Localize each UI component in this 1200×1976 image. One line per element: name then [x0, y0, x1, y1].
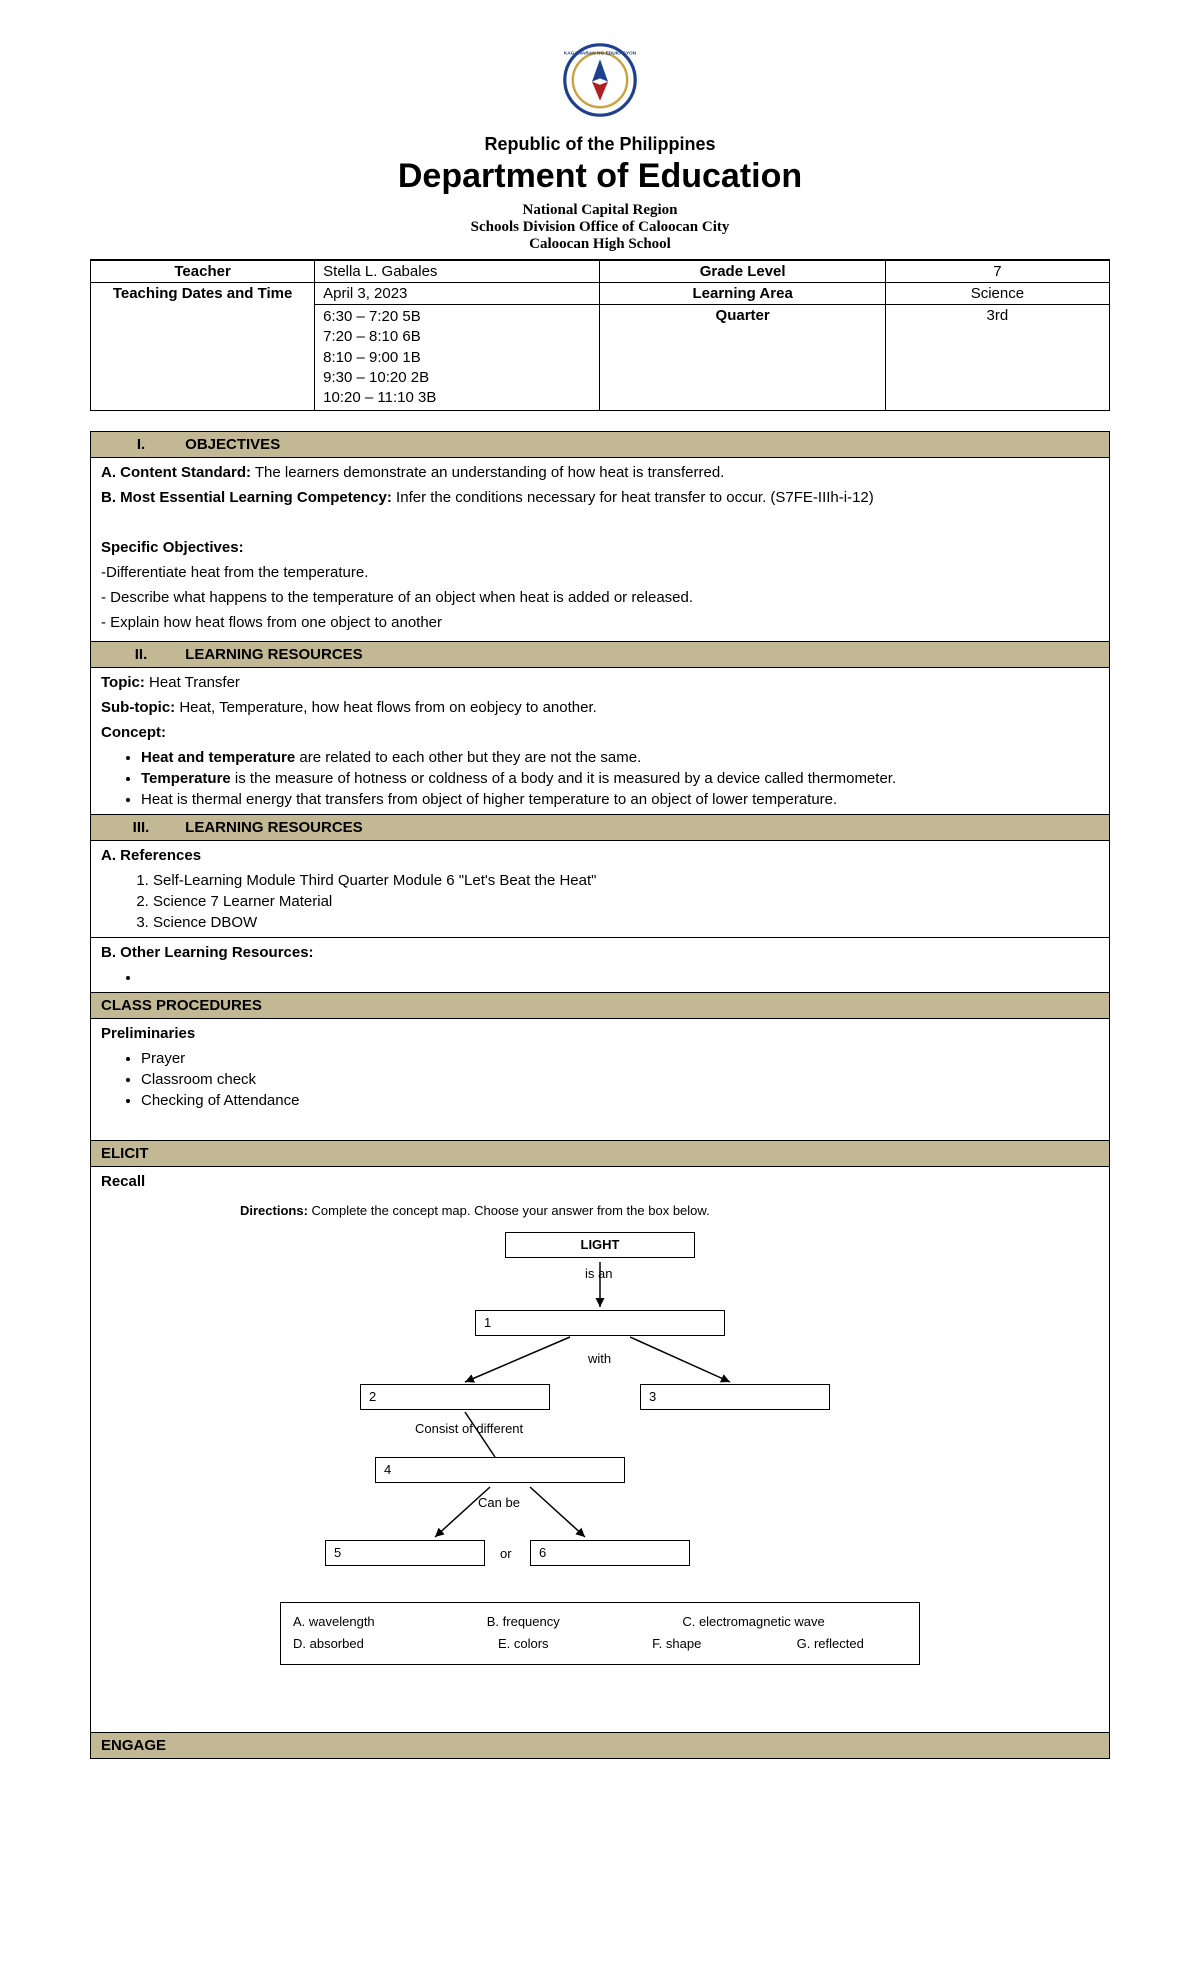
- grade-label: Grade Level: [600, 260, 885, 283]
- ref-2: Science 7 Learner Material: [153, 891, 1099, 912]
- prelim-1: Prayer: [141, 1048, 1099, 1069]
- preliminaries-label: Preliminaries: [101, 1025, 195, 1042]
- learning-res-header-3: III. LEARNING RESOURCES: [91, 815, 1110, 841]
- concept-1: Heat and temperature are related to each…: [141, 747, 1099, 768]
- spec-obj-1: -Differentiate heat from the temperature…: [101, 562, 1099, 583]
- ans-e: E. colors: [447, 1633, 601, 1655]
- concept-label: Concept:: [101, 724, 166, 741]
- subtopic-label: Sub-topic:: [101, 699, 175, 716]
- preliminaries-body: Preliminaries Prayer Classroom check Che…: [91, 1019, 1110, 1141]
- learning-res-title-2: LEARNING RESOURCES: [185, 646, 363, 663]
- objectives-title: OBJECTIVES: [185, 436, 280, 453]
- ans-g: G. reflected: [754, 1633, 908, 1655]
- roman-3: III.: [101, 819, 181, 836]
- document-header: Republic of the Philippines Department o…: [90, 134, 1110, 253]
- objectives-header: I. OBJECTIVES: [91, 432, 1110, 458]
- ans-c: C. electromagnetic wave: [600, 1611, 907, 1633]
- ans-d: D. absorbed: [293, 1633, 447, 1655]
- other-resources-body: B. Other Learning Resources:: [91, 938, 1110, 993]
- area-label: Learning Area: [600, 283, 885, 305]
- references-body: A. References Self-Learning Module Third…: [91, 841, 1110, 938]
- lesson-plan-table: I. OBJECTIVES A. Content Standard: The l…: [90, 431, 1110, 1759]
- cm-box-4: 4: [375, 1457, 625, 1483]
- ans-b: B. frequency: [447, 1611, 601, 1633]
- cm-box-1: 1: [475, 1310, 725, 1336]
- ref-1: Self-Learning Module Third Quarter Modul…: [153, 870, 1099, 891]
- specific-obj-label: Specific Objectives:: [101, 539, 244, 556]
- elicit-body: Recall Directions: Complete the concept …: [91, 1167, 1110, 1733]
- header-department: Department of Education: [90, 157, 1110, 196]
- quarter-label: Quarter: [600, 305, 885, 411]
- concept-1a: Heat and temperature: [141, 749, 295, 766]
- spec-obj-2: - Describe what happens to the temperatu…: [101, 587, 1099, 608]
- elicit-header: ELICIT: [91, 1141, 1110, 1167]
- grade-value: 7: [885, 260, 1109, 283]
- cm-box-6: 6: [530, 1540, 690, 1566]
- ans-f: F. shape: [600, 1633, 754, 1655]
- info-table: Teacher Stella L. Gabales Grade Level 7 …: [90, 259, 1110, 411]
- header-republic: Republic of the Philippines: [90, 134, 1110, 155]
- area-value: Science: [885, 283, 1109, 305]
- engage-title: ENGAGE: [101, 1737, 166, 1754]
- topic-text: Heat Transfer: [145, 674, 240, 691]
- roman-2: II.: [101, 646, 181, 663]
- cm-answer-box: A. wavelength B. frequency C. electromag…: [280, 1602, 920, 1664]
- ref-3: Science DBOW: [153, 912, 1099, 933]
- content-std-text: The learners demonstrate an understandin…: [251, 464, 724, 481]
- concept-2b: is the measure of hotness or coldness of…: [231, 770, 896, 787]
- class-procedures-header: CLASS PROCEDURES: [91, 993, 1110, 1019]
- melc-label: B. Most Essential Learning Competency:: [101, 489, 392, 506]
- header-division: Schools Division Office of Caloocan City: [90, 219, 1110, 236]
- cm-box-3: 3: [640, 1384, 830, 1410]
- topic-label: Topic:: [101, 674, 145, 691]
- deped-logo: KAGAWARAN NG EDUKASYON: [90, 40, 1110, 124]
- content-std-label: A. Content Standard:: [101, 464, 251, 481]
- concept-2a: Temperature: [141, 770, 231, 787]
- header-school: Caloocan High School: [90, 236, 1110, 253]
- concept-2: Temperature is the measure of hotness or…: [141, 768, 1099, 789]
- learning-res-title-3: LEARNING RESOURCES: [185, 819, 363, 836]
- learning-res-header-2: II. LEARNING RESOURCES: [91, 642, 1110, 668]
- times-value: 6:30 – 7:20 5B7:20 – 8:10 6B8:10 – 9:00 …: [315, 305, 600, 411]
- melc-text: Infer the conditions necessary for heat …: [392, 489, 874, 506]
- cm-consist: Consist of different: [415, 1420, 523, 1438]
- cm-is-an: is an: [585, 1265, 612, 1283]
- svg-text:KAGAWARAN NG EDUKASYON: KAGAWARAN NG EDUKASYON: [564, 50, 637, 56]
- cm-light: LIGHT: [505, 1232, 695, 1258]
- dates-label: Teaching Dates and Time: [91, 283, 315, 411]
- other-res-label: B. Other Learning Resources:: [101, 944, 314, 961]
- elicit-title: ELICIT: [101, 1145, 149, 1162]
- roman-1: I.: [101, 436, 181, 453]
- cm-box-2: 2: [360, 1384, 550, 1410]
- prelim-2: Classroom check: [141, 1069, 1099, 1090]
- cm-canbe: Can be: [478, 1494, 520, 1512]
- cm-with: with: [588, 1350, 611, 1368]
- quarter-value: 3rd: [885, 305, 1109, 411]
- teacher-value: Stella L. Gabales: [315, 260, 600, 283]
- prelim-3: Checking of Attendance: [141, 1090, 1099, 1111]
- concept-1b: are related to each other but they are n…: [295, 749, 641, 766]
- date-value: April 3, 2023: [315, 283, 600, 305]
- other-res-empty: [141, 967, 1099, 988]
- engage-header: ENGAGE: [91, 1733, 1110, 1759]
- references-label: A. References: [101, 847, 201, 864]
- objectives-body: A. Content Standard: The learners demons…: [91, 458, 1110, 642]
- cm-box-5: 5: [325, 1540, 485, 1566]
- teacher-label: Teacher: [91, 260, 315, 283]
- ans-a: A. wavelength: [293, 1611, 447, 1633]
- recall-label: Recall: [101, 1173, 145, 1190]
- cm-or: or: [500, 1545, 512, 1563]
- concept-map: Directions: Complete the concept map. Ch…: [240, 1202, 960, 1722]
- class-procedures-title: CLASS PROCEDURES: [101, 997, 262, 1014]
- header-region: National Capital Region: [90, 202, 1110, 219]
- learning-res-body: Topic: Heat Transfer Sub-topic: Heat, Te…: [91, 668, 1110, 815]
- spec-obj-3: - Explain how heat flows from one object…: [101, 612, 1099, 633]
- subtopic-text: Heat, Temperature, how heat flows from o…: [175, 699, 597, 716]
- concept-3: Heat is thermal energy that transfers fr…: [141, 789, 1099, 810]
